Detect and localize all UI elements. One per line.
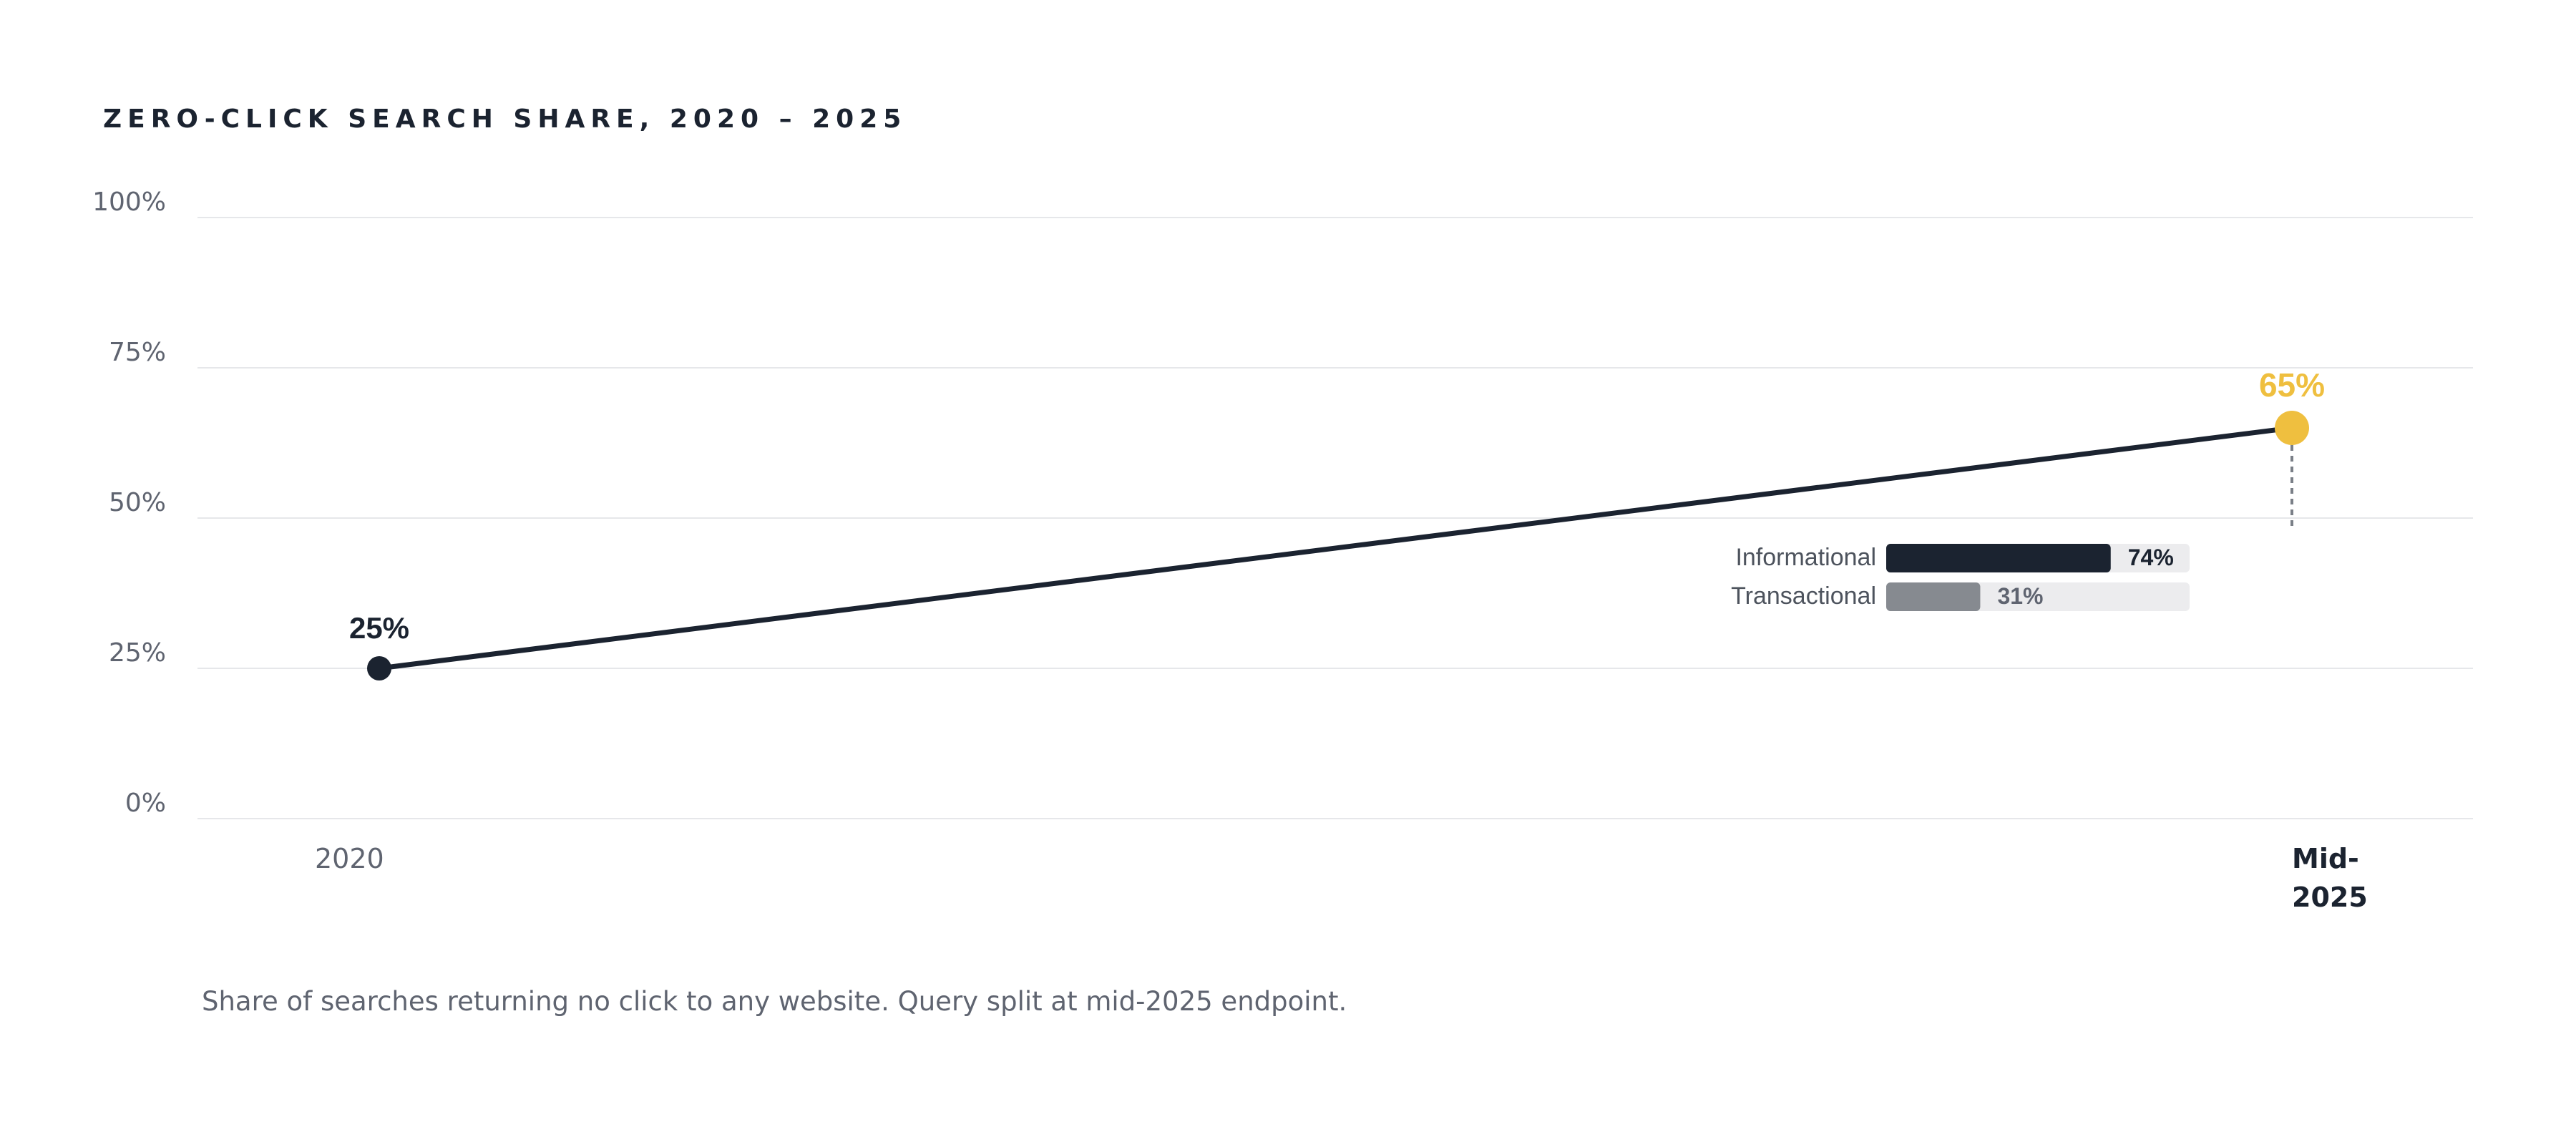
start-value-label: 25% xyxy=(349,611,409,645)
chart-title: ZERO-CLICK SEARCH SHARE, 2020 – 2025 xyxy=(103,104,907,134)
x-tick-label: 2020 xyxy=(315,843,384,874)
x-tick-label-line: 2025 xyxy=(2292,882,2368,913)
y-tick-label: 0% xyxy=(125,789,166,818)
x-tick-label-line: Mid- xyxy=(2292,843,2359,874)
start-point-marker xyxy=(367,656,391,680)
split-value-label: 74% xyxy=(2128,545,2174,570)
y-tick-label: 100% xyxy=(92,187,166,217)
y-axis-ticks: 0% 25% 50% 75% 100% xyxy=(92,187,166,818)
query-split-panel: Informational 74% Transactional 31% xyxy=(1731,544,2190,611)
x-tick-label-line: 2020 xyxy=(315,843,384,874)
split-label-informational: Informational xyxy=(1735,544,1876,571)
y-tick-label: 50% xyxy=(109,488,166,517)
split-label-transactional: Transactional xyxy=(1731,582,1876,610)
y-tick-label: 25% xyxy=(109,638,166,668)
series-line xyxy=(376,425,2295,671)
gridlines xyxy=(197,217,2473,819)
x-tick-label: Mid- 2025 xyxy=(2292,843,2368,913)
split-bar-transactional xyxy=(1886,582,1981,611)
x-axis-ticks: 2020 Mid- 2025 xyxy=(315,843,2368,913)
split-bar-informational xyxy=(1886,544,2111,572)
y-tick-label: 75% xyxy=(109,338,166,367)
endpoint-marker xyxy=(2275,411,2309,445)
split-value-label: 31% xyxy=(1997,583,2043,609)
endpoint-value-label: 65% xyxy=(2259,366,2325,404)
chart-footnote: Share of searches returning no click to … xyxy=(202,986,1347,1017)
series-line-layer: 25% 65% xyxy=(349,366,2325,680)
